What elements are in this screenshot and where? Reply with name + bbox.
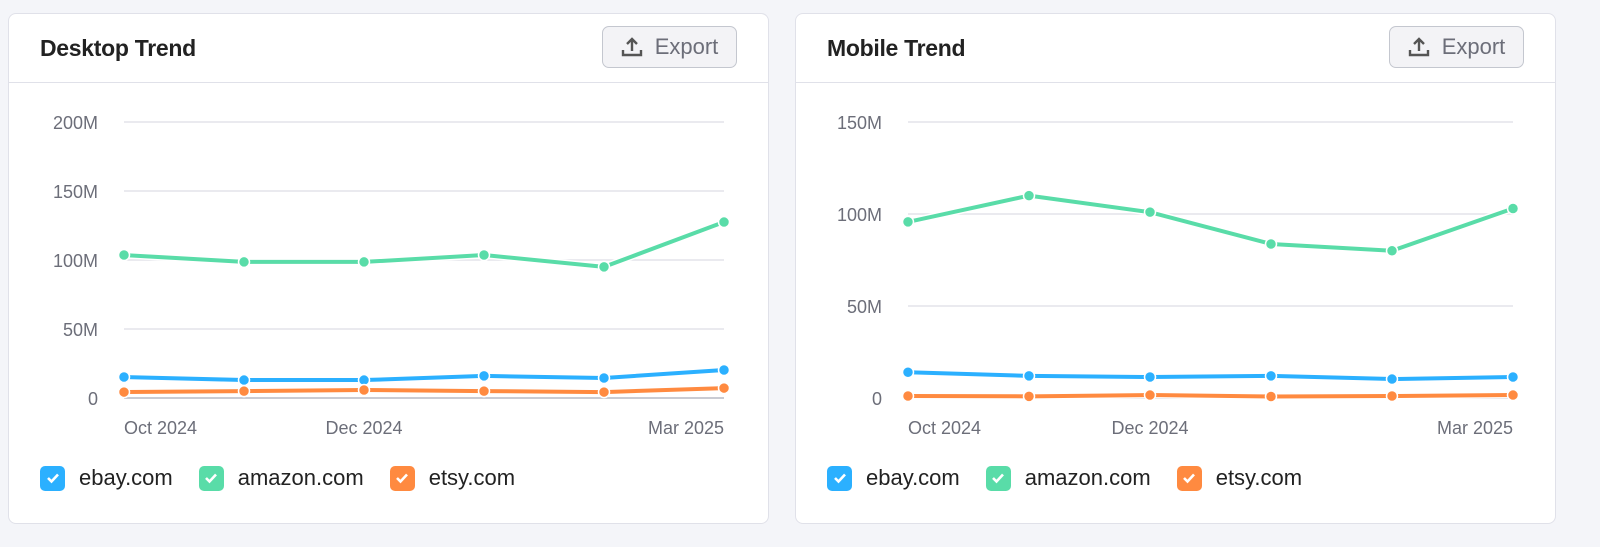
amazon-point [597, 260, 611, 274]
y-tick-label: 200M [53, 113, 98, 133]
legend-item-ebay[interactable]: ebay.com [827, 465, 960, 491]
amazon-point [1506, 202, 1520, 215]
etsy-point [477, 384, 491, 398]
etsy-point [1264, 390, 1278, 403]
checkbox-checked-icon[interactable] [198, 465, 224, 491]
ebay-line [907, 370, 1514, 382]
legend-label: ebay.com [866, 465, 960, 490]
amazon-point [1143, 205, 1157, 219]
legend-label: etsy.com [428, 465, 516, 490]
checkbox-checked-icon[interactable] [389, 465, 415, 491]
card-header: Desktop Trend Export [9, 14, 768, 83]
ebay-point [1506, 370, 1520, 384]
etsy-point [1385, 389, 1399, 403]
checkbox-checked-icon[interactable] [827, 465, 852, 491]
legend-label: ebay.com [79, 465, 173, 490]
x-tick-label: Dec 2024 [325, 418, 402, 438]
amazon-point [117, 248, 131, 262]
line-chart: 0 50M 100M 150M 200M Oct 2024 Dec 2024 Mar 2025 [53, 113, 731, 438]
upload-icon [1408, 37, 1429, 57]
ebay-point [237, 373, 251, 387]
ebay-point [717, 363, 731, 377]
legend-item-amazon[interactable]: amazon.com [198, 465, 364, 491]
x-tick-label: Mar 2025 [648, 418, 724, 438]
legend-item-etsy[interactable]: etsy.com [1176, 465, 1303, 491]
etsy-point [901, 389, 915, 403]
ebay-line [123, 367, 725, 383]
x-tick-label: Dec 2024 [1111, 418, 1188, 438]
etsy-point [1506, 388, 1520, 402]
upload-icon [621, 37, 642, 57]
legend-label: amazon.com [237, 465, 364, 490]
etsy-line [123, 386, 725, 395]
etsy-point [117, 385, 131, 399]
ebay-point [1385, 372, 1399, 386]
amazon-line [907, 193, 1514, 253]
desktop-trend-card: Desktop Trend Export 0 50M 100M 150M 200M Oct… [8, 13, 769, 524]
etsy-point [717, 381, 731, 395]
etsy-point [1022, 390, 1036, 403]
amazon-point [1022, 189, 1036, 202]
checkbox-checked-icon[interactable] [40, 465, 65, 491]
card-header: Mobile Trend Export [796, 14, 1555, 83]
etsy-point [597, 385, 611, 399]
ebay-point [901, 365, 915, 379]
legend-item-ebay[interactable]: ebay.com [40, 465, 173, 491]
legend-label: etsy.com [1215, 465, 1303, 490]
ebay-point [477, 369, 491, 383]
y-tick-label: 100M [837, 205, 882, 225]
mobile-trend-card: Mobile Trend Export 0 50M 100M 150M Oct 2024… [795, 13, 1556, 524]
ebay-point [1143, 370, 1157, 384]
x-tick-label: Oct 2024 [908, 418, 981, 438]
export-button[interactable]: Export [602, 26, 737, 68]
line-chart: 0 50M 100M 150M Oct 2024 Dec 2024 Mar 2025 [837, 113, 1520, 438]
ebay-point [597, 371, 611, 385]
card-title: Mobile Trend [827, 35, 966, 61]
legend-item-etsy[interactable]: etsy.com [389, 465, 516, 491]
y-tick-label: 150M [837, 113, 882, 133]
etsy-point [237, 384, 251, 398]
y-tick-label: 50M [847, 297, 882, 317]
legend-label: amazon.com [1024, 465, 1151, 490]
amazon-point [237, 255, 251, 269]
legend: ebay.com amazon.com etsy.com [40, 465, 515, 491]
y-tick-label: 150M [53, 182, 98, 202]
y-tick-label: 100M [53, 251, 98, 271]
etsy-line [907, 393, 1514, 399]
checkbox-checked-icon[interactable] [1176, 465, 1202, 491]
y-tick-label: 50M [63, 320, 98, 340]
export-label: Export [654, 34, 719, 59]
ebay-point [117, 370, 131, 384]
ebay-point [1022, 369, 1036, 383]
amazon-point [717, 215, 731, 229]
etsy-point [1143, 388, 1157, 402]
legend: ebay.com amazon.com etsy.com [827, 465, 1302, 491]
export-label: Export [1441, 34, 1506, 59]
x-tick-label: Mar 2025 [1437, 418, 1513, 438]
amazon-point [1385, 244, 1399, 258]
ebay-point [1264, 369, 1278, 383]
amazon-point [1264, 237, 1278, 251]
amazon-point [357, 255, 371, 269]
y-tick-label: 0 [872, 389, 882, 409]
legend-item-amazon[interactable]: amazon.com [985, 465, 1151, 491]
amazon-point [901, 215, 915, 229]
y-tick-label: 0 [88, 389, 98, 409]
amazon-line [123, 220, 725, 269]
export-button[interactable]: Export [1389, 26, 1524, 68]
etsy-point [357, 383, 371, 397]
checkbox-checked-icon[interactable] [985, 465, 1011, 491]
card-title: Desktop Trend [40, 35, 196, 61]
amazon-point [477, 248, 491, 262]
x-tick-label: Oct 2024 [124, 418, 197, 438]
